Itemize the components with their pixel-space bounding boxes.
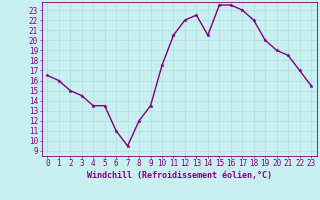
X-axis label: Windchill (Refroidissement éolien,°C): Windchill (Refroidissement éolien,°C) <box>87 171 272 180</box>
